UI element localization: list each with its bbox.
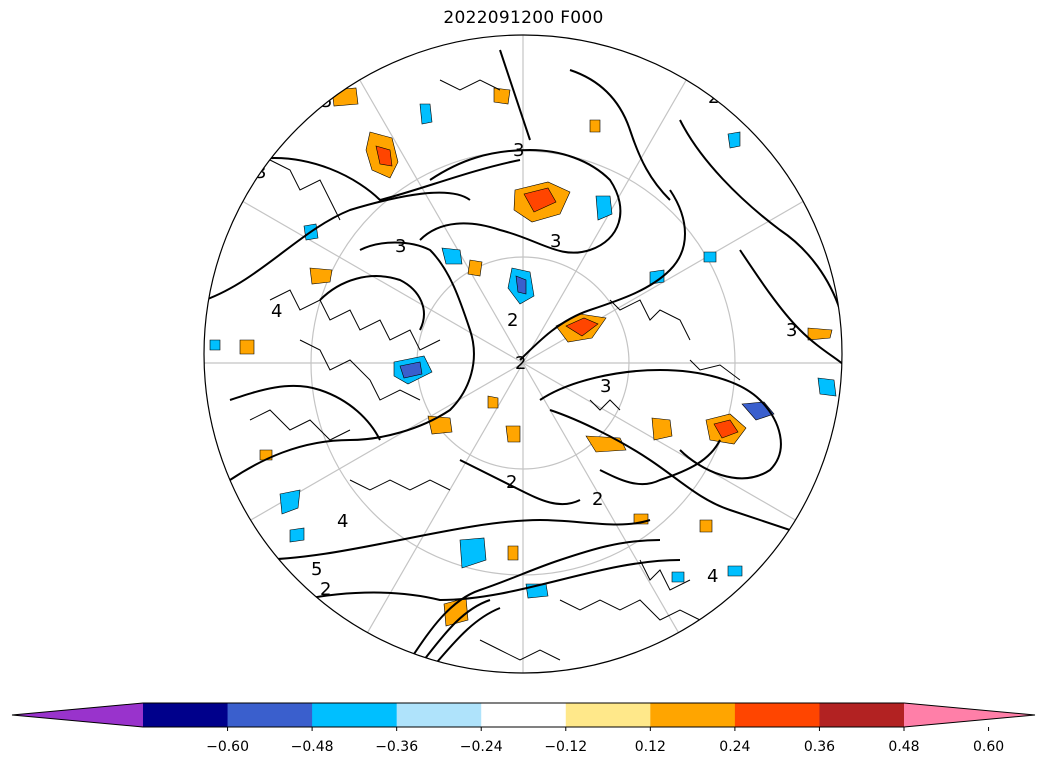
colorbar-tick-label: 0.60 — [973, 739, 1004, 755]
contour-label: 2 — [592, 489, 603, 510]
map-boundary — [203, 34, 843, 674]
contour-label: 3 — [786, 320, 797, 341]
contour-label: 2 — [506, 472, 517, 493]
graticule — [204, 35, 842, 673]
colorbar-extend-min — [12, 703, 143, 727]
polar-map: 2 2 2 2 2 3 3 3 3 3 4 4 4 5 5 2 3 — [203, 34, 843, 674]
colorbar-tick-label: 0.24 — [719, 739, 750, 755]
colorbar-cell — [819, 703, 905, 727]
colorbar-cell — [396, 703, 482, 727]
colorbar-cell — [481, 703, 567, 727]
colorbar-ticks: −0.60 −0.48 −0.36 −0.24 −0.12 0.12 0.24 0.36 0.4… — [206, 727, 1004, 755]
colorbar-tick-label: −0.36 — [375, 739, 418, 755]
colorbar-cell — [734, 703, 820, 727]
colorbar-tick-label: −0.24 — [460, 739, 503, 755]
colorbar-tick-label: 0.12 — [635, 739, 666, 755]
colorbar-tick-label: 0.48 — [888, 739, 919, 755]
colorbar-cell — [565, 703, 651, 727]
colorbar-extend-max — [904, 703, 1035, 727]
colorbar-tick-label: −0.12 — [544, 739, 587, 755]
contour-lines — [204, 49, 842, 671]
contour-label: 3 — [395, 236, 406, 257]
contour-label: 4 — [707, 566, 718, 587]
colorbar-cell — [227, 703, 313, 727]
contour-label: 3 — [600, 376, 611, 397]
contour-label: 2 — [515, 353, 526, 374]
colorbar-tick-label: −0.48 — [291, 739, 334, 755]
contour-label: 2 — [507, 310, 518, 331]
contour-label: 3 — [513, 140, 524, 161]
contour-label: 3 — [550, 231, 561, 252]
colorbar-cell — [143, 703, 229, 727]
contour-label: 5 — [311, 559, 322, 580]
contour-label: 4 — [337, 511, 348, 532]
contour-label: 4 — [271, 301, 282, 322]
colorbar-cell — [312, 703, 398, 727]
colorbar-tick-label: 0.36 — [804, 739, 835, 755]
colorbar-cell — [650, 703, 736, 727]
coastlines — [249, 79, 741, 661]
contour-label: 2 — [320, 579, 331, 600]
shaded-anomalies — [209, 87, 837, 627]
map-title: 2022091200 F000 — [443, 8, 604, 28]
colorbar-tick-label: −0.60 — [206, 739, 249, 755]
colorbar-outline — [11, 702, 1036, 728]
colorbar-cells — [11, 702, 1036, 728]
